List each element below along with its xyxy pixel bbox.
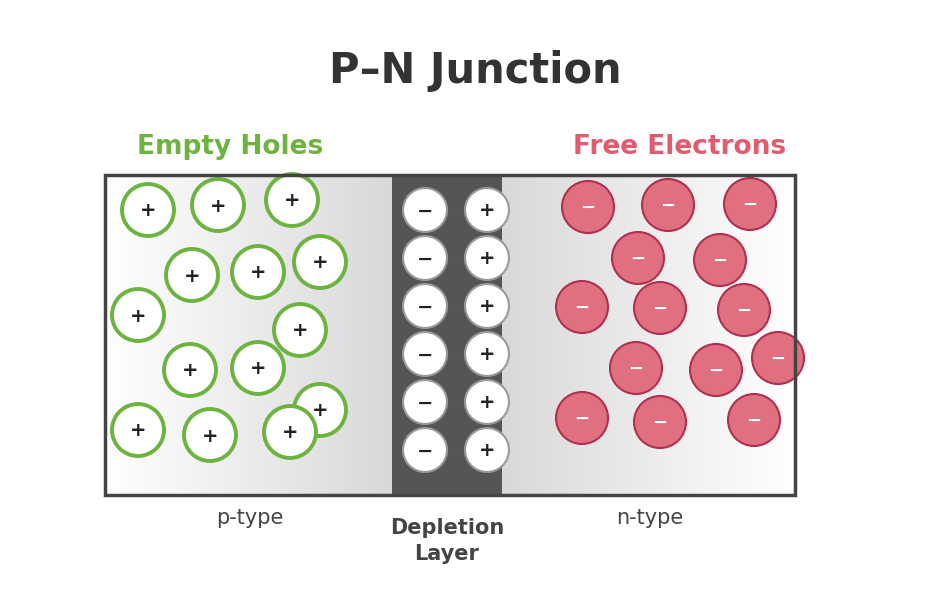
Text: −: − xyxy=(575,410,590,428)
Text: +: + xyxy=(312,254,329,273)
Circle shape xyxy=(166,249,218,301)
Circle shape xyxy=(642,179,694,231)
Circle shape xyxy=(403,188,447,232)
Text: +: + xyxy=(250,359,266,378)
Text: +: + xyxy=(292,321,308,340)
Circle shape xyxy=(112,289,164,341)
Text: −: − xyxy=(629,360,643,378)
Circle shape xyxy=(556,392,608,444)
Text: +: + xyxy=(130,422,146,440)
Text: +: + xyxy=(282,423,298,442)
Circle shape xyxy=(294,236,346,288)
Circle shape xyxy=(465,428,509,472)
Circle shape xyxy=(232,246,284,298)
Circle shape xyxy=(164,344,216,396)
Circle shape xyxy=(122,184,174,236)
Circle shape xyxy=(403,284,447,328)
Circle shape xyxy=(556,281,608,333)
Text: −: − xyxy=(580,199,596,217)
Text: +: + xyxy=(479,345,495,365)
Circle shape xyxy=(562,181,614,233)
Bar xyxy=(392,175,502,495)
Circle shape xyxy=(274,304,326,356)
Text: −: − xyxy=(417,345,433,365)
Circle shape xyxy=(403,380,447,424)
Circle shape xyxy=(403,236,447,280)
Circle shape xyxy=(690,344,742,396)
Circle shape xyxy=(634,396,686,448)
Text: Depletion
Layer: Depletion Layer xyxy=(390,518,504,564)
Text: +: + xyxy=(479,393,495,412)
Circle shape xyxy=(192,179,244,231)
Text: −: − xyxy=(417,298,433,317)
Text: +: + xyxy=(201,426,219,445)
Text: −: − xyxy=(653,414,668,432)
Text: +: + xyxy=(140,201,156,220)
Circle shape xyxy=(610,342,662,394)
Text: −: − xyxy=(653,300,668,318)
Text: Empty Holes: Empty Holes xyxy=(137,134,323,160)
Text: −: − xyxy=(631,250,646,268)
Text: −: − xyxy=(660,197,675,215)
Circle shape xyxy=(724,178,776,230)
Circle shape xyxy=(294,384,346,436)
Bar xyxy=(105,175,795,495)
Circle shape xyxy=(465,236,509,280)
Text: Free Electrons: Free Electrons xyxy=(574,134,787,160)
Text: +: + xyxy=(181,362,199,381)
Text: +: + xyxy=(210,196,226,215)
Circle shape xyxy=(465,380,509,424)
Circle shape xyxy=(694,234,746,286)
Text: −: − xyxy=(736,302,751,320)
Text: +: + xyxy=(130,306,146,326)
Text: −: − xyxy=(712,252,728,270)
Text: p-type: p-type xyxy=(217,508,284,528)
Text: P–N Junction: P–N Junction xyxy=(329,50,621,92)
Circle shape xyxy=(728,394,780,446)
Circle shape xyxy=(752,332,804,384)
Text: −: − xyxy=(417,393,433,412)
Text: +: + xyxy=(284,192,300,210)
Text: +: + xyxy=(479,298,495,317)
Circle shape xyxy=(232,342,284,394)
Text: −: − xyxy=(770,350,786,368)
Circle shape xyxy=(403,428,447,472)
Text: −: − xyxy=(417,201,433,220)
Circle shape xyxy=(465,284,509,328)
Text: +: + xyxy=(479,249,495,268)
Text: +: + xyxy=(183,267,200,285)
Circle shape xyxy=(612,232,664,284)
Circle shape xyxy=(184,409,236,461)
Text: +: + xyxy=(250,264,266,282)
Circle shape xyxy=(465,332,509,376)
Text: −: − xyxy=(575,299,590,317)
Circle shape xyxy=(264,406,316,458)
Circle shape xyxy=(465,188,509,232)
Text: +: + xyxy=(479,201,495,220)
Text: −: − xyxy=(743,196,757,214)
Circle shape xyxy=(718,284,770,336)
Circle shape xyxy=(112,404,164,456)
Circle shape xyxy=(403,332,447,376)
Text: −: − xyxy=(709,362,724,380)
Text: −: − xyxy=(417,249,433,268)
Circle shape xyxy=(634,282,686,334)
Text: n-type: n-type xyxy=(617,508,684,528)
Text: +: + xyxy=(479,442,495,461)
Circle shape xyxy=(266,174,318,226)
Text: +: + xyxy=(312,401,329,420)
Text: −: − xyxy=(747,412,762,430)
Text: −: − xyxy=(417,442,433,461)
